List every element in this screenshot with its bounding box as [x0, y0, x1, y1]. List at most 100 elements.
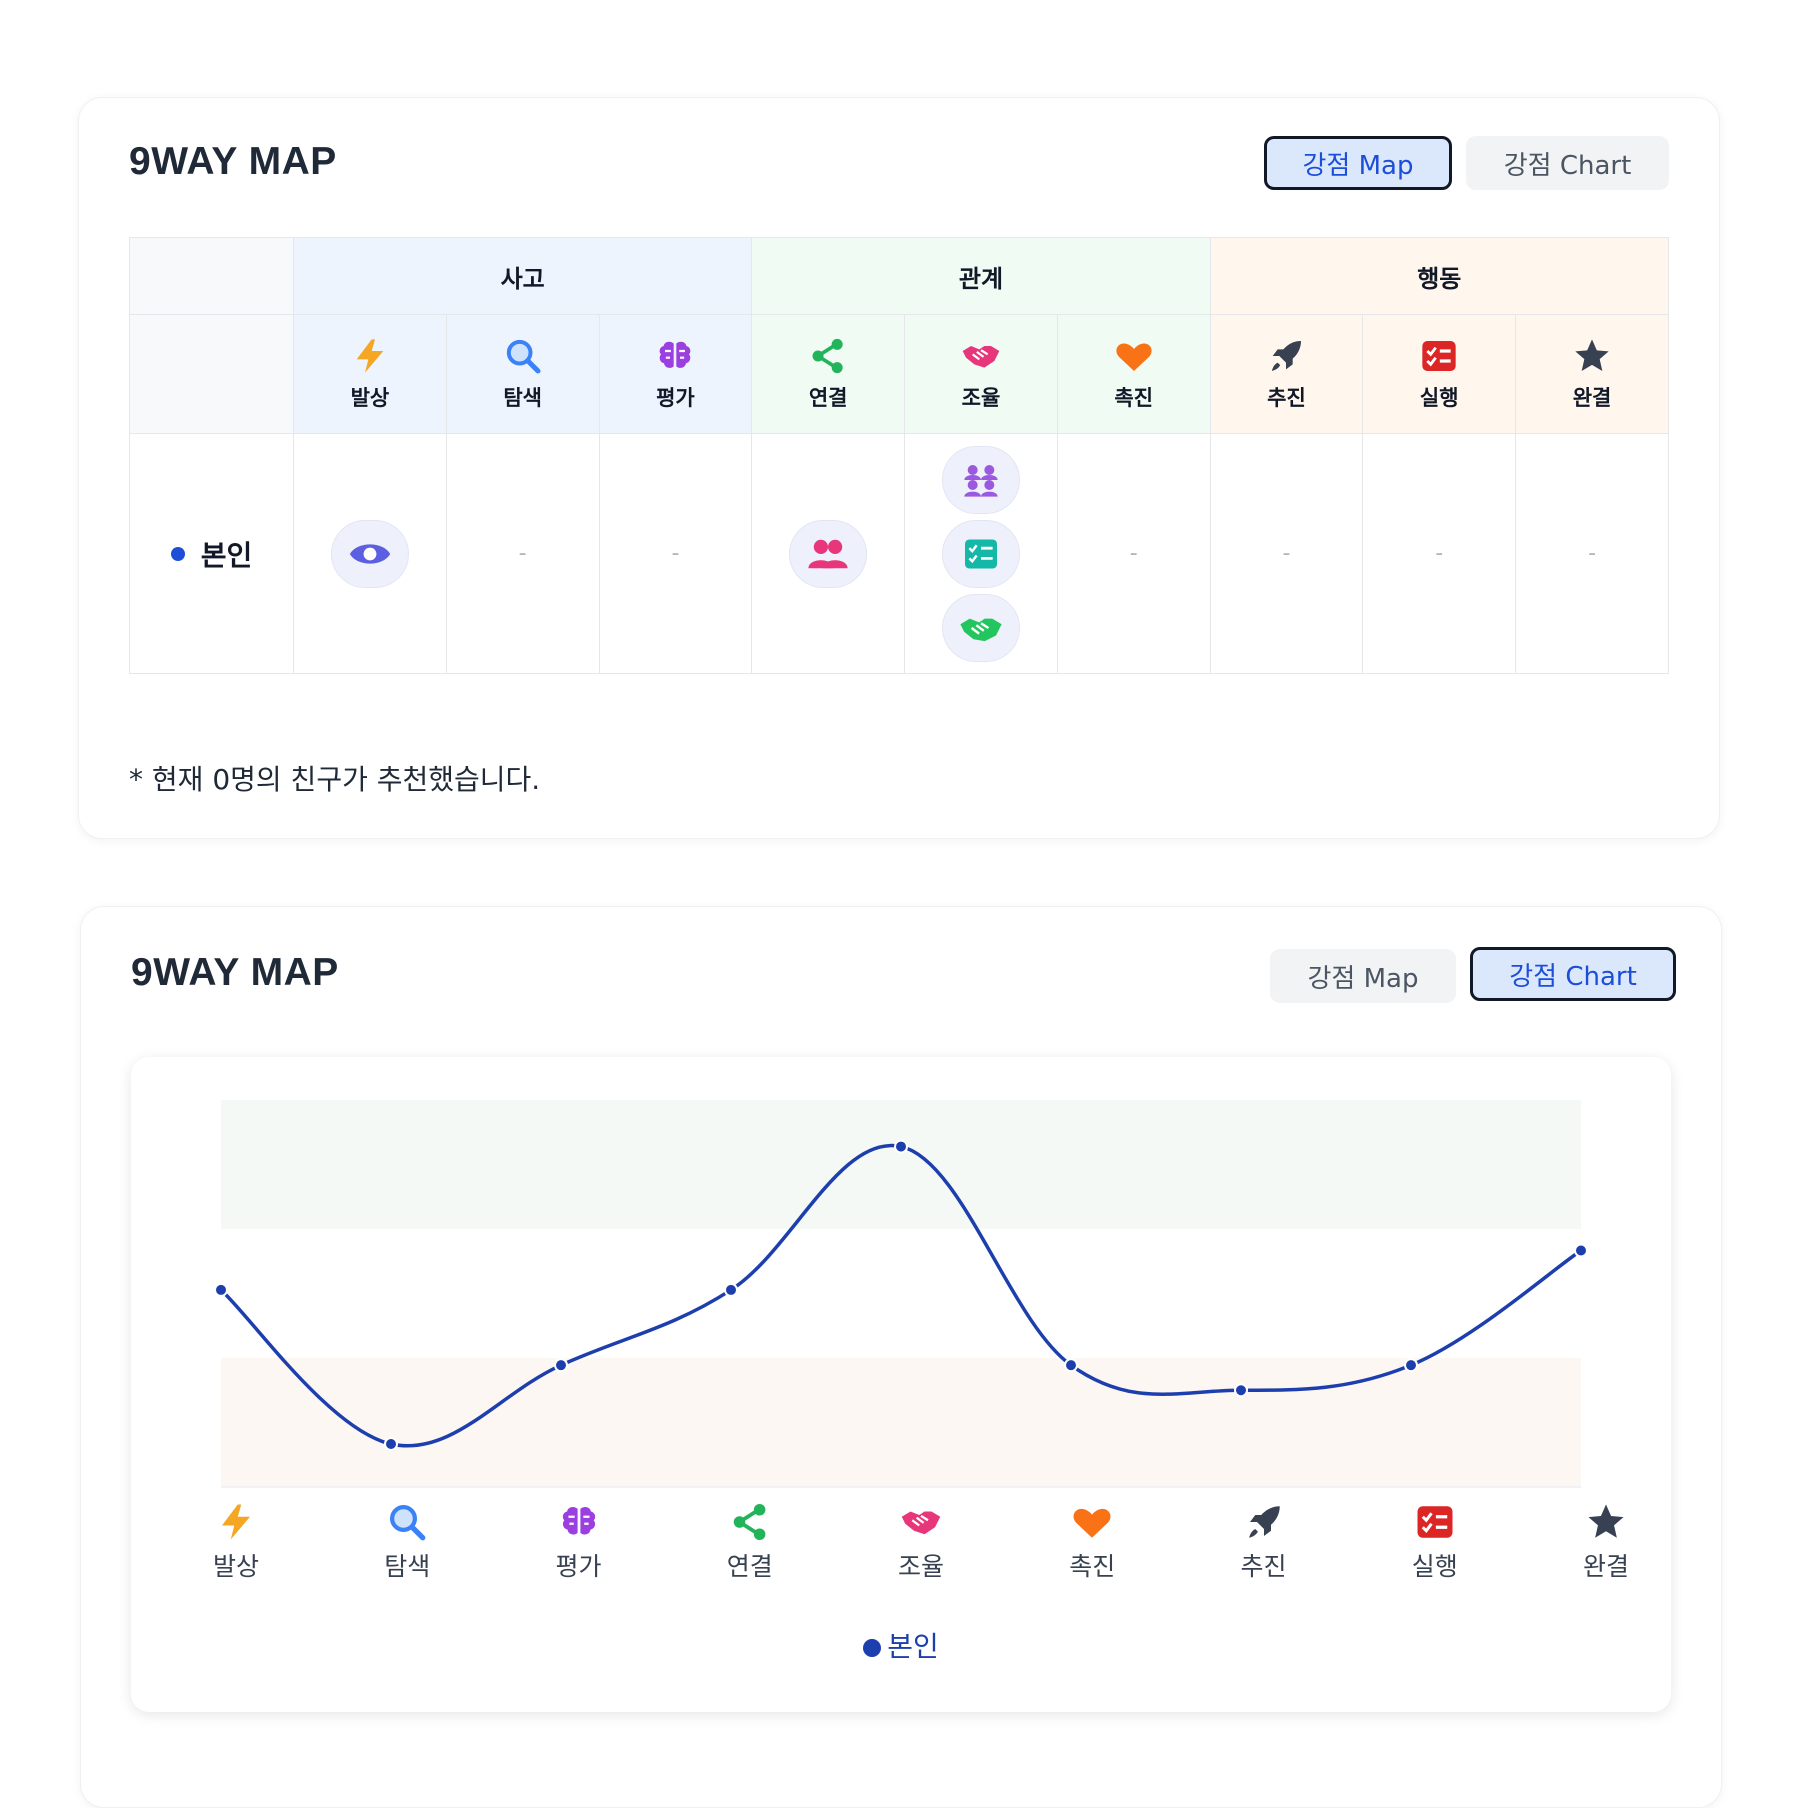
trait-header: 촉진 — [1056, 314, 1211, 434]
brain-icon — [660, 341, 691, 368]
category-tick: 발상 — [176, 1501, 296, 1583]
empty-dash: - — [1282, 541, 1291, 566]
map-cell: - — [1209, 433, 1364, 674]
trait-header: 발상 — [293, 314, 447, 434]
strength-chart-card: 9WAY MAP 강점 Map 강점 Chart 발상 탐색 평가 연결 조율 촉진 추진 실… — [80, 906, 1722, 1808]
category-label: 실행 — [1411, 1552, 1458, 1581]
empty-dash: - — [1588, 541, 1597, 566]
category-tick: 실행 — [1375, 1501, 1495, 1583]
data-point-추진[interactable] — [1234, 1383, 1248, 1398]
range-band — [221, 1100, 1581, 1229]
trait-header: 실행 — [1362, 314, 1517, 434]
recommend-note: * 현재 0명의 친구가 추천했습니다. — [129, 763, 541, 796]
tab-strength-chart[interactable]: 강점 Chart — [1470, 947, 1676, 1001]
trait-badge[interactable] — [330, 519, 409, 588]
checklist-icon — [1422, 341, 1456, 371]
map-cell — [751, 433, 906, 674]
map-cell: - — [445, 433, 600, 674]
trait-label: 발상 — [350, 386, 390, 410]
green-handshake-icon — [960, 618, 1002, 641]
data-point-실행[interactable] — [1404, 1358, 1418, 1373]
data-point-촉진[interactable] — [1064, 1358, 1078, 1373]
trait-label: 완결 — [1572, 386, 1612, 410]
trait-label: 조율 — [961, 386, 1001, 410]
category-label: 추진 — [1240, 1552, 1287, 1581]
side-cell — [129, 314, 294, 434]
lightning-icon — [356, 339, 384, 373]
group-relation: 관계 — [751, 237, 1211, 315]
trait-header: 탐색 — [445, 314, 600, 434]
map-cell — [293, 433, 447, 674]
group-action: 행동 — [1209, 237, 1670, 315]
checklist-icon — [1417, 1506, 1453, 1538]
data-point-연결[interactable] — [724, 1282, 738, 1297]
series-dot — [170, 546, 185, 561]
heart-icon — [1073, 1508, 1111, 1538]
empty-dash: - — [518, 541, 527, 566]
trait-label: 촉진 — [1114, 386, 1154, 410]
data-point-발상[interactable] — [214, 1282, 228, 1297]
empty-dash: - — [671, 541, 680, 566]
chart-panel: 발상 탐색 평가 연결 조율 촉진 추진 실행 완결 본인 — [131, 1057, 1671, 1712]
row-label: 본인 — [200, 538, 253, 572]
eye-icon — [349, 543, 391, 564]
strength-map-card: 9WAY MAP 강점 Map 강점 Chart 사고 관계 행동 발상 탐색 — [78, 97, 1720, 839]
trait-label: 연결 — [808, 386, 848, 410]
data-point-탐색[interactable] — [384, 1437, 398, 1451]
category-tick: 완결 — [1546, 1501, 1666, 1583]
rocket-icon — [1272, 341, 1302, 371]
empty-dash: - — [1129, 541, 1138, 566]
category-tick: 평가 — [519, 1501, 639, 1583]
category-label: 조율 — [897, 1552, 944, 1581]
star-icon — [1588, 1504, 1624, 1538]
trait-label: 실행 — [1419, 386, 1459, 410]
lightning-icon — [222, 1504, 250, 1540]
map-cell: - — [598, 433, 753, 674]
data-point-조율[interactable] — [894, 1139, 908, 1154]
trait-header: 조율 — [904, 314, 1058, 434]
map-cell: - — [1362, 433, 1517, 674]
magnifier-icon — [390, 1505, 426, 1541]
tab-strength-map[interactable]: 강점 Map — [1264, 136, 1452, 190]
trait-header: 평가 — [598, 314, 753, 434]
legend-label: 본인 — [887, 1630, 939, 1663]
corner-cell — [129, 237, 294, 315]
handshake-icon — [901, 1511, 941, 1535]
heart-icon — [1116, 343, 1152, 371]
trait-label: 추진 — [1267, 386, 1306, 410]
trait-badge[interactable] — [941, 593, 1020, 662]
trait-badge[interactable] — [941, 445, 1020, 514]
trait-badge[interactable] — [941, 519, 1020, 588]
share-icon — [733, 1503, 766, 1541]
trait-header: 완결 — [1515, 314, 1669, 434]
category-tick: 추진 — [1204, 1501, 1324, 1583]
range-band — [221, 1358, 1581, 1487]
category-label: 촉진 — [1069, 1552, 1116, 1581]
row-header: 본인 — [129, 433, 294, 674]
map-cell — [904, 433, 1058, 674]
category-tick: 탐색 — [347, 1501, 467, 1583]
category-label: 탐색 — [384, 1552, 431, 1581]
tab-strength-map[interactable]: 강점 Map — [1270, 949, 1456, 1003]
category-tick: 조율 — [861, 1501, 981, 1583]
trait-header: 추진 — [1209, 314, 1364, 434]
magnifier-icon — [506, 339, 541, 374]
teal-checklist-icon — [964, 538, 997, 569]
category-label: 평가 — [555, 1552, 602, 1581]
category-label: 완결 — [1582, 1552, 1629, 1581]
trait-label: 평가 — [656, 386, 695, 410]
legend-dot — [863, 1639, 882, 1657]
trait-badge[interactable] — [789, 519, 868, 588]
map-cell: - — [1515, 433, 1669, 674]
map-cell: - — [1056, 433, 1211, 674]
rocket-icon — [1248, 1506, 1280, 1538]
group-icon — [964, 464, 998, 497]
data-point-완결[interactable] — [1574, 1243, 1588, 1258]
data-point-평가[interactable] — [554, 1358, 568, 1373]
handshake-icon — [962, 346, 1000, 368]
people-icon — [808, 539, 848, 568]
tab-strength-chart[interactable]: 강점 Chart — [1466, 136, 1669, 190]
chart-legend[interactable]: 본인 — [131, 1625, 1671, 1665]
trait-header: 연결 — [751, 314, 906, 434]
star-icon — [1575, 339, 1609, 371]
